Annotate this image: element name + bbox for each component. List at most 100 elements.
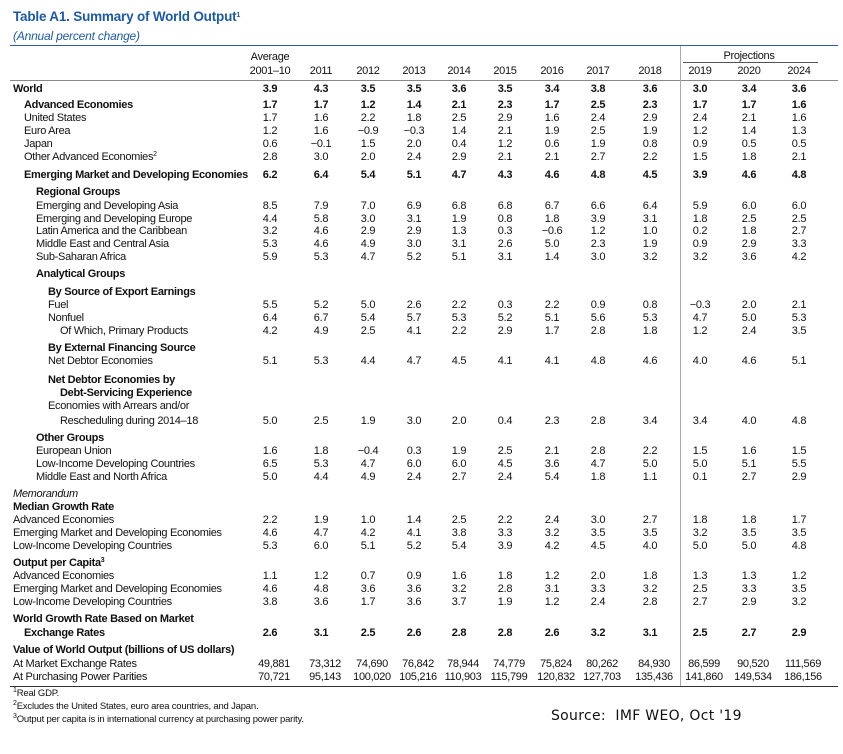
- cell-value: 90,520: [737, 658, 769, 670]
- cell-value: 1.3: [451, 225, 467, 237]
- cell-value: 3.1: [497, 251, 513, 263]
- cell-value: 5.8: [313, 213, 329, 225]
- cell-value: 0.6: [262, 138, 278, 150]
- cell-value: 2.5: [313, 415, 329, 427]
- cell-value: 2.2: [642, 445, 658, 457]
- cell-value: 3.8: [262, 596, 278, 608]
- cell-value: 2.8: [590, 445, 606, 457]
- cell-value: 100,020: [353, 671, 391, 683]
- cell-value: 0.8: [642, 138, 658, 150]
- row-label: United States: [24, 112, 87, 124]
- cell-value: 5.0: [360, 299, 376, 311]
- cell-value: 110,903: [444, 671, 482, 683]
- cell-value: 141,860: [685, 671, 723, 683]
- cell-value: 1.4: [741, 125, 757, 137]
- cell-value: 6.8: [451, 200, 467, 212]
- cell-value: 4.1: [544, 355, 560, 367]
- cell-value: 5.4: [544, 471, 560, 483]
- cell-value: 3.3: [741, 583, 757, 595]
- cell-value: 2.4: [544, 514, 560, 526]
- cell-value: 1.8: [741, 225, 757, 237]
- cell-value: 3.3: [497, 527, 513, 539]
- cell-value: 2.7: [791, 225, 807, 237]
- row-label: Exchange Rates: [24, 627, 105, 639]
- column-header: 2015: [493, 65, 517, 77]
- cell-value: 3.2: [692, 251, 708, 263]
- cell-value: 3.4: [741, 83, 757, 95]
- cell-value: 1.3: [791, 125, 807, 137]
- row-label: Output per Capita3: [13, 556, 105, 570]
- cell-value: 2.8: [642, 596, 658, 608]
- cell-value: 2.5: [590, 125, 606, 137]
- cell-value: 3.6: [313, 596, 329, 608]
- cell-value: 1.2: [544, 570, 560, 582]
- cell-value: 4.7: [590, 458, 606, 470]
- cell-value: 2.9: [791, 471, 807, 483]
- cell-value: 2.9: [741, 238, 757, 250]
- cell-value: 111,569: [784, 658, 822, 670]
- row-label: Emerging and Developing Asia: [36, 200, 179, 212]
- bottom-rule: [10, 686, 838, 687]
- cell-value: 1.6: [791, 99, 807, 111]
- cell-value: 4.6: [262, 583, 278, 595]
- cell-value: 1.3: [741, 570, 757, 582]
- cell-value: 0.9: [406, 570, 422, 582]
- cell-value: 1.9: [313, 514, 329, 526]
- row-label: Other Groups: [36, 432, 104, 444]
- cell-value: 3.2: [590, 627, 606, 639]
- cell-value: 1.1: [262, 570, 278, 582]
- cell-value: 4.6: [544, 169, 560, 181]
- cell-value: 4.7: [406, 355, 422, 367]
- cell-value: 3.6: [544, 458, 560, 470]
- cell-value: 5.3: [313, 251, 329, 263]
- cell-value: 6.0: [791, 200, 807, 212]
- cell-value: 1.7: [544, 99, 560, 111]
- cell-value: 3.6: [791, 83, 807, 95]
- cell-value: 2.0: [451, 415, 467, 427]
- cell-value: 1.9: [360, 415, 376, 427]
- cell-value: 2.8: [497, 583, 513, 595]
- row-label: Advanced Economies: [24, 99, 133, 111]
- cell-value: 2.1: [451, 99, 467, 111]
- cell-value: 1.9: [642, 238, 658, 250]
- cell-value: 6.5: [262, 458, 278, 470]
- cell-value: 2.1: [544, 151, 560, 163]
- cell-value: 2.3: [590, 238, 606, 250]
- cell-value: 1.5: [791, 445, 807, 457]
- cell-value: 0.3: [497, 225, 513, 237]
- row-label: Rescheduling during 2014–18: [60, 415, 199, 427]
- cell-value: 1.9: [497, 596, 513, 608]
- cell-value: 3.2: [642, 583, 658, 595]
- group-header: Projections: [723, 50, 775, 62]
- cell-value: 3.5: [406, 83, 422, 95]
- cell-value: 4.6: [262, 527, 278, 539]
- cell-value: 2.2: [360, 112, 376, 124]
- cell-value: 2.7: [642, 514, 658, 526]
- cell-value: 1.7: [741, 99, 757, 111]
- cell-value: 5.0: [262, 415, 278, 427]
- row-label: By Source of Export Earnings: [48, 286, 196, 298]
- cell-value: 1.9: [642, 125, 658, 137]
- cell-value: 3.6: [406, 583, 422, 595]
- cell-value: 5.4: [360, 169, 376, 181]
- row-label: Emerging and Developing Europe: [36, 213, 193, 225]
- cell-value: 2.8: [590, 415, 606, 427]
- cell-value: 4.0: [642, 540, 658, 552]
- cell-value: 1.6: [262, 445, 278, 457]
- cell-value: 1.8: [590, 471, 606, 483]
- cell-value: 4.8: [791, 540, 807, 552]
- cell-value: −0.6: [541, 225, 563, 237]
- row-label: World: [13, 83, 43, 95]
- column-header: 2018: [638, 65, 662, 77]
- cell-value: 135,436: [635, 671, 673, 683]
- cell-value: 1.7: [313, 99, 329, 111]
- label-text: Other Advanced Economies: [24, 151, 154, 163]
- cell-value: 2.5: [590, 99, 606, 111]
- cell-value: 4.8: [313, 583, 329, 595]
- row-label: Regional Groups: [36, 186, 121, 198]
- cell-value: 4.2: [360, 527, 376, 539]
- cell-value: 3.4: [692, 415, 708, 427]
- cell-value: 3.4: [544, 83, 560, 95]
- row-label: Value of World Output (billions of US do…: [13, 644, 235, 656]
- cell-value: 2.2: [262, 514, 278, 526]
